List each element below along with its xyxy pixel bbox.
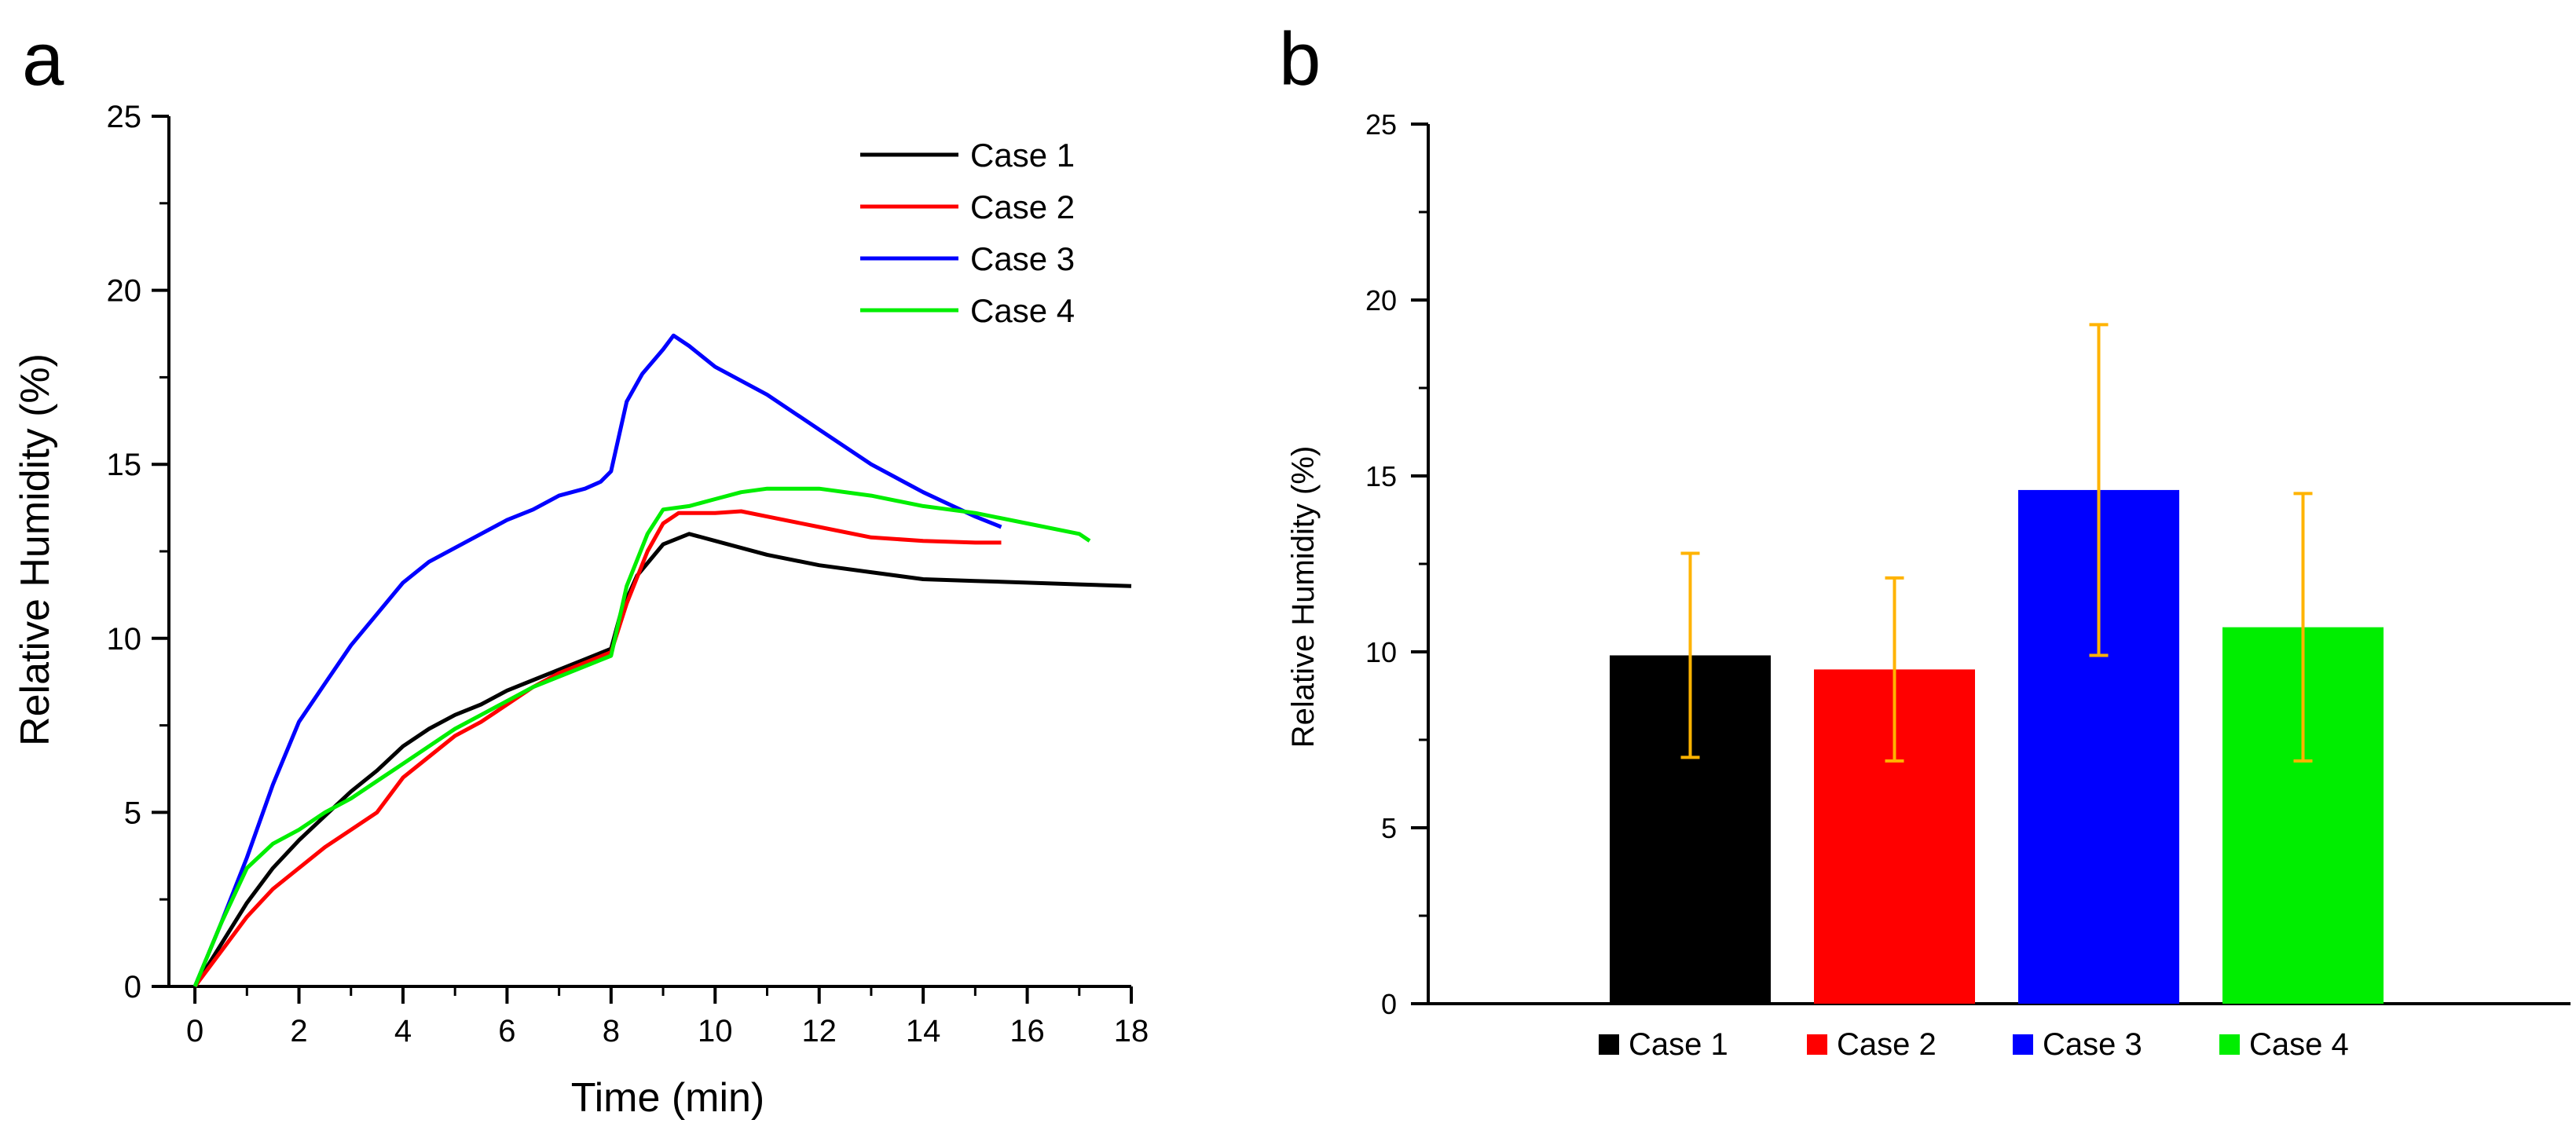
x-tick-label: 0 bbox=[186, 1014, 203, 1048]
y-tick-label: 25 bbox=[1365, 108, 1397, 141]
x-tick-label: 12 bbox=[801, 1014, 837, 1048]
legend-label-case-1: Case 1 bbox=[1629, 1027, 1728, 1062]
legend-label-case-3: Case 3 bbox=[970, 240, 1075, 277]
legend-label-case-4: Case 4 bbox=[970, 292, 1075, 329]
y-tick-label: 10 bbox=[107, 622, 142, 657]
series-line-case-3 bbox=[192, 333, 1002, 987]
x-tick-label: 8 bbox=[603, 1014, 620, 1048]
y-tick-label: 5 bbox=[1381, 812, 1397, 844]
y-tick-label: 10 bbox=[1365, 636, 1397, 668]
panel-label-b: b bbox=[1279, 17, 1321, 101]
x-tick-label: 16 bbox=[1010, 1014, 1045, 1048]
bar-chart-bars bbox=[1610, 323, 2384, 1004]
y-tick-label: 25 bbox=[107, 100, 142, 134]
legend-label-case-4: Case 4 bbox=[2249, 1027, 2349, 1062]
x-tick-label: 4 bbox=[394, 1014, 412, 1048]
legend-label-case-3: Case 3 bbox=[2043, 1027, 2142, 1062]
x-tick-label: 14 bbox=[906, 1014, 941, 1048]
line-chart-ticks: 0 2 4 6 8 10 12 14 16 18 0 5 10 15 20 25 bbox=[107, 100, 1149, 1048]
legend-swatch-case-3 bbox=[2013, 1034, 2033, 1055]
line-chart-legend: Case 1 Case 2 Case 3 Case 4 bbox=[860, 137, 1075, 329]
y-tick-label: 15 bbox=[107, 448, 142, 482]
y-tick-label: 20 bbox=[1365, 284, 1397, 317]
series-line-case-2 bbox=[193, 509, 1002, 988]
series-line-case-4 bbox=[192, 486, 1091, 987]
bar-chart-panel: 0 5 10 15 20 25 Case 1 Case 2 Case 3 Case 4 Rela… bbox=[1286, 108, 2571, 1062]
line-chart-ylabel: Relative Humidity (%) bbox=[13, 353, 58, 746]
bar-chart-ticks: 0 5 10 15 20 25 bbox=[1365, 108, 1428, 1020]
y-tick-label: 15 bbox=[1365, 460, 1397, 492]
bar-chart-legend: Case 1 Case 2 Case 3 Case 4 bbox=[1599, 1027, 2349, 1062]
y-tick-label: 0 bbox=[124, 970, 141, 1004]
legend-swatch-case-2 bbox=[1807, 1034, 1827, 1055]
y-tick-label: 20 bbox=[107, 274, 142, 309]
bar-chart-axes bbox=[1427, 124, 2571, 1005]
line-chart-xlabel: Time (min) bbox=[571, 1075, 765, 1121]
legend-swatch-case-4 bbox=[2219, 1034, 2240, 1055]
x-tick-label: 10 bbox=[698, 1014, 733, 1048]
line-chart-series bbox=[192, 333, 1132, 988]
bar-chart-ylabel: Relative Humidity (%) bbox=[1286, 446, 1321, 748]
legend-label-case-2: Case 2 bbox=[970, 188, 1075, 225]
y-tick-label: 0 bbox=[1381, 988, 1397, 1020]
series-line-case-1 bbox=[192, 532, 1132, 988]
legend-label-case-2: Case 2 bbox=[1837, 1027, 1937, 1062]
y-tick-label: 5 bbox=[124, 796, 141, 830]
legend-swatch-case-1 bbox=[1599, 1034, 1619, 1055]
x-tick-label: 6 bbox=[498, 1014, 515, 1048]
x-tick-label: 18 bbox=[1114, 1014, 1149, 1048]
panel-label-a: a bbox=[22, 17, 64, 101]
legend-label-case-1: Case 1 bbox=[970, 137, 1075, 174]
x-tick-label: 2 bbox=[290, 1014, 307, 1048]
